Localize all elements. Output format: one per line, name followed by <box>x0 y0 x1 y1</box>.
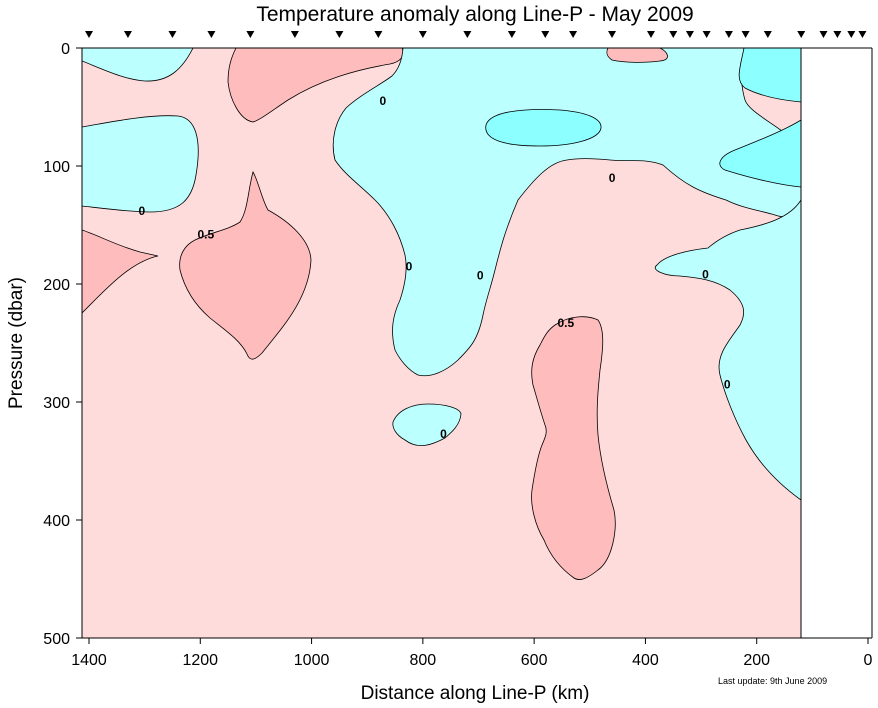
station-marker <box>207 31 216 38</box>
station-marker <box>507 31 516 38</box>
station-marker <box>290 31 299 38</box>
region-left-cyan <box>82 115 199 213</box>
station-marker <box>702 31 711 38</box>
contour-label: 0 <box>702 268 709 282</box>
seafloor <box>838 80 873 638</box>
station-marker <box>646 31 655 38</box>
station-marker <box>797 31 806 38</box>
station-marker <box>541 31 550 38</box>
x-tick-label: 1400 <box>71 652 107 669</box>
y-tick-label: 400 <box>43 513 70 530</box>
y-axis-label: Pressure (dbar) <box>6 277 27 409</box>
station-marker <box>858 31 867 38</box>
station-marker <box>819 31 828 38</box>
station-markers <box>85 31 867 38</box>
station-marker <box>246 31 255 38</box>
x-axis-label: Distance along Line-P (km) <box>361 683 590 704</box>
station-marker <box>374 31 383 38</box>
region-cyan-patch-mid <box>485 109 602 147</box>
y-axis-ticks: 0 100 200 300 400 500 <box>43 41 82 648</box>
y-tick-label: 200 <box>43 277 70 294</box>
contour-label: 0 <box>406 259 413 273</box>
station-marker <box>335 31 344 38</box>
contour-label: 0.5 <box>198 227 215 241</box>
station-marker <box>724 31 733 38</box>
x-tick-label: 400 <box>632 652 659 669</box>
x-tick-label: 1200 <box>182 652 218 669</box>
region-red-top <box>227 48 404 123</box>
x-tick-label: 1000 <box>294 652 330 669</box>
region-red-lower <box>531 316 616 580</box>
y-tick-label: 500 <box>43 631 70 648</box>
contour-label: 0 <box>379 94 386 108</box>
station-marker <box>569 31 578 38</box>
region-red-middle <box>179 171 312 360</box>
station-marker <box>85 31 93 38</box>
contour-labels: 0 0.5 0 0 0 0 0 0 0.5 0 <box>139 94 731 441</box>
x-axis-ticks: 1400 1200 1000 800 600 400 200 0 <box>71 638 873 669</box>
station-marker <box>847 31 856 38</box>
station-marker <box>763 31 772 38</box>
region-cyan-right <box>719 119 801 188</box>
y-tick-label: 300 <box>43 395 70 412</box>
station-marker <box>463 31 472 38</box>
chart-title: Temperature anomaly along Line-P - May 2… <box>256 3 693 26</box>
station-marker <box>741 31 750 38</box>
masked-area <box>801 48 878 638</box>
x-tick-label: 600 <box>521 652 548 669</box>
station-marker <box>168 31 177 38</box>
x-tick-label: 0 <box>864 652 873 669</box>
contour-label: 0 <box>724 377 731 391</box>
region-cyan-top-right <box>738 48 801 103</box>
x-tick-label: 200 <box>743 652 770 669</box>
region-right-cyan <box>654 199 801 501</box>
station-marker <box>418 31 427 38</box>
region-left-red <box>82 229 159 314</box>
x-tick-label: 800 <box>410 652 437 669</box>
region-cyan-lens-low <box>392 403 462 447</box>
contour-label: 0.5 <box>558 316 575 330</box>
y-tick-label: 100 <box>43 159 70 176</box>
contour-label: 0 <box>477 269 484 283</box>
region-red-small-top <box>606 48 668 63</box>
station-marker <box>685 31 694 38</box>
station-marker <box>669 31 678 38</box>
station-marker <box>123 31 132 38</box>
station-marker <box>833 31 842 38</box>
region-top-left-cyan <box>82 48 194 82</box>
contour-label: 0 <box>609 171 616 185</box>
contour-label: 0 <box>440 427 447 441</box>
y-tick-label: 0 <box>61 41 70 58</box>
station-marker <box>608 31 617 38</box>
contour-label: 0 <box>139 204 146 218</box>
last-update-note: Last update: 9th June 2009 <box>718 676 827 686</box>
